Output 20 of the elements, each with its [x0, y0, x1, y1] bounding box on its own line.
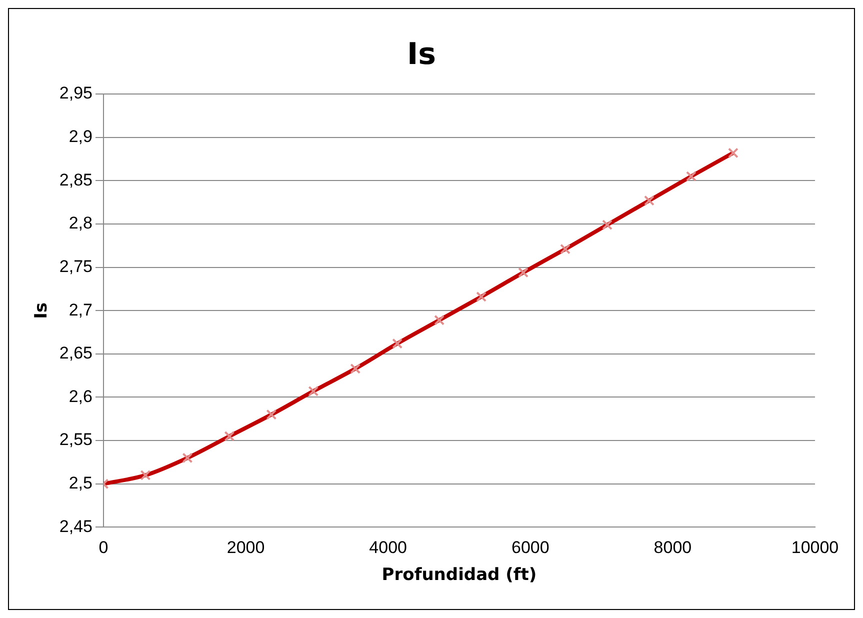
y-tick-label: 2,45 — [59, 516, 92, 536]
y-tick-label: 2,7 — [68, 300, 92, 320]
y-tick-label: 2,85 — [59, 170, 92, 190]
y-tick-label: 2,75 — [59, 256, 92, 276]
x-tick-label: 6000 — [511, 538, 550, 558]
y-tick-label: 2,5 — [68, 474, 92, 493]
x-tick-label: 4000 — [369, 538, 408, 558]
y-tick-label: 2,8 — [68, 214, 92, 233]
x-tick-label: 0 — [98, 538, 108, 558]
x-axis-title: Profundidad (ft) — [382, 565, 537, 586]
y-tick-label: 2,6 — [68, 386, 92, 406]
chart-title: Is — [406, 36, 436, 72]
y-tick-label: 2,95 — [59, 84, 92, 103]
y-tick-label: 2,9 — [68, 127, 92, 146]
y-axis-title: Is — [32, 302, 52, 319]
y-tick-label: 2,55 — [59, 430, 92, 450]
y-tick-label: 2,65 — [59, 344, 92, 363]
x-tick-label: 8000 — [654, 538, 692, 558]
x-tick-label: 10000 — [791, 538, 839, 558]
x-tick-label: 2000 — [226, 538, 265, 558]
